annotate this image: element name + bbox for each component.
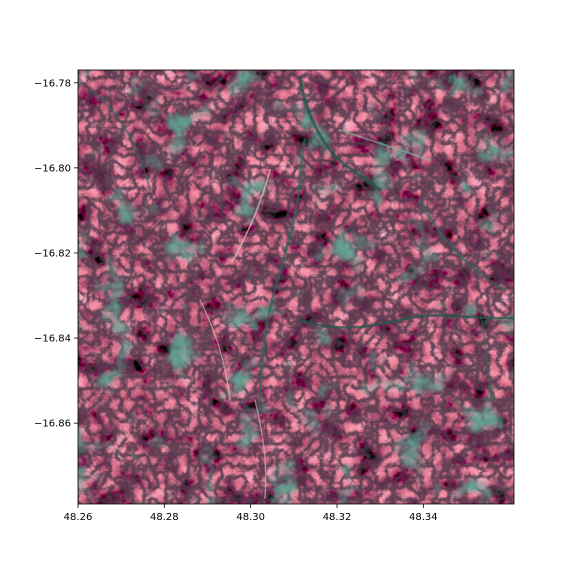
x-tick-label: 48.28 bbox=[150, 512, 179, 523]
x-tick-label: 48.30 bbox=[236, 512, 265, 523]
river-network bbox=[89, 76, 514, 499]
x-axis: 48.26 48.28 48.30 48.32 48.34 bbox=[64, 504, 438, 523]
y-tick-label: −16.86 bbox=[34, 419, 71, 430]
x-tick-label: 48.34 bbox=[409, 512, 438, 523]
raster-vegetation bbox=[78, 70, 514, 504]
map-raster bbox=[78, 70, 514, 504]
y-tick-label: −16.80 bbox=[34, 163, 71, 174]
x-tick-label: 48.32 bbox=[323, 512, 352, 523]
x-tick-label: 48.26 bbox=[64, 512, 93, 523]
y-tick-label: −16.84 bbox=[34, 334, 71, 345]
plot-frame bbox=[77, 69, 515, 505]
y-tick-label: −16.78 bbox=[34, 78, 71, 89]
y-axis: −16.78 −16.80 −16.82 −16.84 −16.86 bbox=[34, 78, 78, 430]
y-tick-label: −16.82 bbox=[34, 248, 71, 259]
